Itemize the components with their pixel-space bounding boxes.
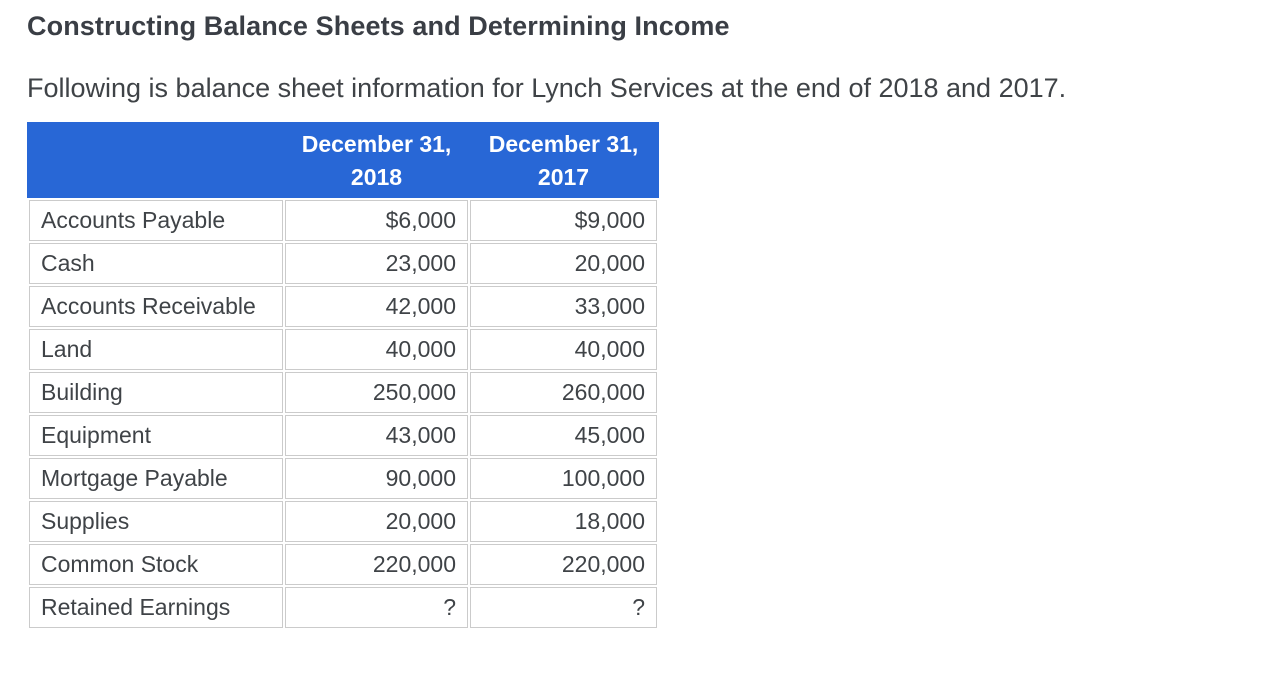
row-label: Building bbox=[29, 372, 283, 413]
row-label: Land bbox=[29, 329, 283, 370]
table-row-common-stock: Common Stock 220,000 220,000 bbox=[29, 544, 657, 585]
col-header-dec31-2018-line1: December 31, bbox=[301, 131, 452, 157]
table-row-equipment: Equipment 43,000 45,000 bbox=[29, 415, 657, 456]
balance-sheet-table: December 31, 2018 December 31, 2017 Acco… bbox=[27, 122, 659, 630]
value-2017: 18,000 bbox=[470, 501, 657, 542]
value-2017: 100,000 bbox=[470, 458, 657, 499]
value-2017: ? bbox=[470, 587, 657, 628]
table-row-accounts-receivable: Accounts Receivable 42,000 33,000 bbox=[29, 286, 657, 327]
row-label: Mortgage Payable bbox=[29, 458, 283, 499]
value-2017: 33,000 bbox=[470, 286, 657, 327]
value-2018: ? bbox=[285, 587, 468, 628]
value-2018: 250,000 bbox=[285, 372, 468, 413]
value-2018: 42,000 bbox=[285, 286, 468, 327]
col-header-dec31-2017: December 31, 2017 bbox=[470, 124, 657, 198]
table-row-retained-earnings: Retained Earnings ? ? bbox=[29, 587, 657, 628]
value-2017: 260,000 bbox=[470, 372, 657, 413]
table-row-accounts-payable: Accounts Payable $6,000 $9,000 bbox=[29, 200, 657, 241]
row-label: Accounts Payable bbox=[29, 200, 283, 241]
page-title: Constructing Balance Sheets and Determin… bbox=[27, 11, 730, 41]
col-header-dec31-2017-line2: 2017 bbox=[537, 164, 590, 190]
row-label: Supplies bbox=[29, 501, 283, 542]
value-2017: 40,000 bbox=[470, 329, 657, 370]
value-2018: 23,000 bbox=[285, 243, 468, 284]
table-row-cash: Cash 23,000 20,000 bbox=[29, 243, 657, 284]
intro-text: Following is balance sheet information f… bbox=[27, 73, 1067, 103]
value-2018: 43,000 bbox=[285, 415, 468, 456]
col-header-dec31-2018-line2: 2018 bbox=[350, 164, 403, 190]
row-label: Accounts Receivable bbox=[29, 286, 283, 327]
row-label: Retained Earnings bbox=[29, 587, 283, 628]
row-label: Cash bbox=[29, 243, 283, 284]
value-2017: $9,000 bbox=[470, 200, 657, 241]
table-row-mortgage-payable: Mortgage Payable 90,000 100,000 bbox=[29, 458, 657, 499]
col-header-dec31-2017-line1: December 31, bbox=[488, 131, 639, 157]
value-2017: 20,000 bbox=[470, 243, 657, 284]
value-2017: 45,000 bbox=[470, 415, 657, 456]
value-2017: 220,000 bbox=[470, 544, 657, 585]
value-2018: 220,000 bbox=[285, 544, 468, 585]
row-label: Common Stock bbox=[29, 544, 283, 585]
corner-cell bbox=[29, 124, 283, 198]
value-2018: 20,000 bbox=[285, 501, 468, 542]
value-2018: 40,000 bbox=[285, 329, 468, 370]
value-2018: 90,000 bbox=[285, 458, 468, 499]
value-2018: $6,000 bbox=[285, 200, 468, 241]
row-label: Equipment bbox=[29, 415, 283, 456]
col-header-dec31-2018: December 31, 2018 bbox=[285, 124, 468, 198]
table-row-building: Building 250,000 260,000 bbox=[29, 372, 657, 413]
table-row-land: Land 40,000 40,000 bbox=[29, 329, 657, 370]
table-header-row: December 31, 2018 December 31, 2017 bbox=[29, 124, 657, 198]
table-row-supplies: Supplies 20,000 18,000 bbox=[29, 501, 657, 542]
